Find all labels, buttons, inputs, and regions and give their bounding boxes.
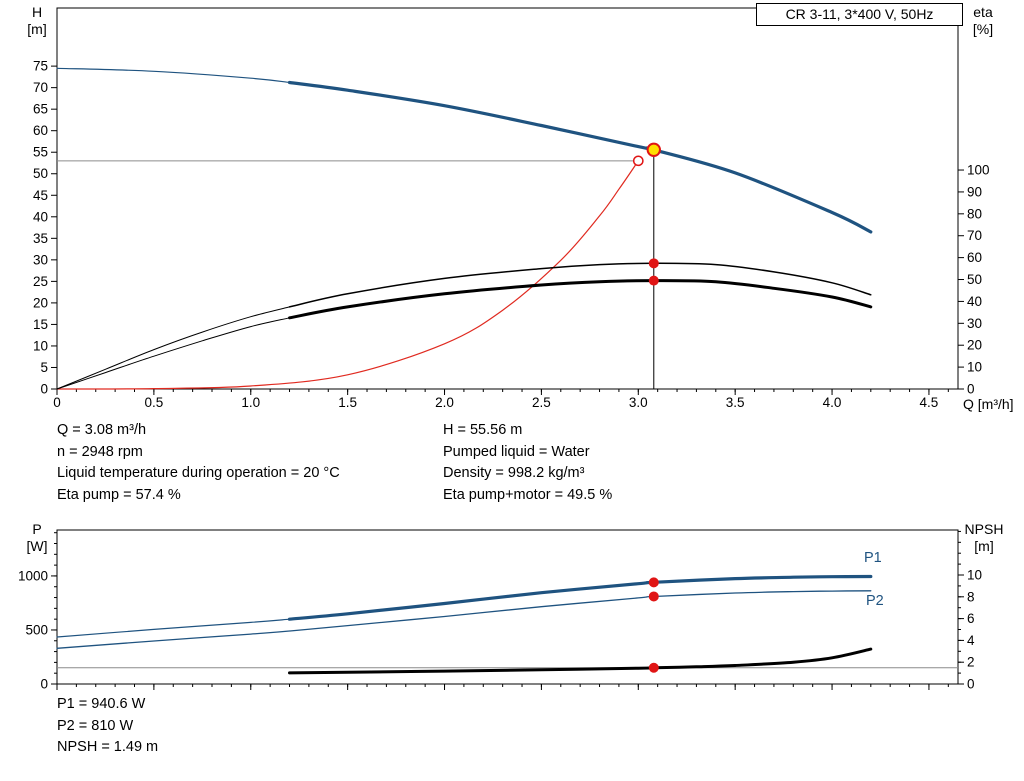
- y-right-tick-label: 0: [967, 677, 975, 692]
- head-curve-thin: [56, 67, 291, 84]
- duty-info-left: Q = 3.08 m³/h n = 2948 rpm Liquid temper…: [57, 420, 340, 506]
- eta-pump-motor-marker: [648, 275, 659, 286]
- y-left-tick-label: 55: [33, 145, 48, 160]
- info-line-speed: n = 2948 rpm: [57, 443, 143, 460]
- eta-pump-curve-thin: [56, 306, 290, 390]
- p2-marker: [648, 591, 659, 602]
- info-line-temperature: Liquid temperature during operation = 20…: [57, 465, 340, 481]
- x-tick-label: 0: [53, 395, 61, 410]
- y-left-tick-label: 50: [33, 166, 48, 181]
- y-right-tick-label: 80: [967, 206, 982, 221]
- p2-curve: [56, 590, 872, 649]
- requested-duty-marker: [632, 155, 644, 167]
- p1-curve-label: P1: [864, 550, 882, 566]
- y-left-tick-label: 20: [33, 295, 48, 310]
- duty-point-marker[interactable]: [646, 142, 661, 158]
- y-right-tick-label: 10: [967, 360, 982, 375]
- y-right-tick-label: 10: [967, 568, 982, 583]
- y-right-tick-label: 50: [967, 272, 982, 287]
- info-line-npsh: NPSH = 1.49 m: [57, 739, 159, 755]
- y-right-tick-label: 70: [967, 228, 982, 243]
- y-left-tick-label: 0: [40, 677, 48, 692]
- info-line-density: Density = 998.2 kg/m³: [443, 465, 585, 481]
- y-left-tick-label: 35: [33, 231, 48, 246]
- h-axis-unit: [m]: [27, 21, 47, 37]
- y-left-tick-label: 25: [33, 274, 48, 289]
- eta-axis-symbol: eta: [973, 4, 993, 20]
- info-line-eta-pump: Eta pump = 57.4 %: [57, 486, 181, 503]
- y-left-tick-label: 45: [33, 188, 48, 203]
- y-left-tick-label: 500: [25, 622, 48, 637]
- eta-pump-motor-curve-thin: [56, 317, 290, 390]
- y-right-tick-label: 2: [967, 655, 975, 670]
- p-axis-unit: [W]: [26, 538, 48, 554]
- h-axis-title: H [m]: [18, 4, 56, 38]
- y-left-tick-label: 60: [33, 123, 48, 138]
- npsh-axis-title: NPSH [m]: [958, 521, 1010, 555]
- p1-marker: [648, 577, 659, 588]
- y-right-tick-label: 20: [967, 338, 982, 353]
- info-line-head: H = 55.56 m: [443, 422, 523, 438]
- q-axis-title: Q [m³/h]: [963, 396, 1014, 412]
- x-tick-label: 3.5: [726, 395, 745, 410]
- x-tick-label: 0.5: [144, 395, 163, 410]
- eta-axis-unit: [%]: [972, 21, 994, 37]
- npsh-marker: [648, 662, 659, 673]
- info-line-p2: P2 = 810 W: [57, 717, 134, 734]
- y-left-tick-label: 10: [33, 338, 48, 353]
- npsh-axis-unit: [m]: [974, 538, 994, 554]
- head-curve: [287, 80, 873, 234]
- y-right-tick-label: 40: [967, 294, 982, 309]
- eta-axis-title: eta [%]: [962, 4, 1004, 38]
- x-tick-label: 2.5: [532, 395, 551, 410]
- y-right-tick-label: 8: [967, 589, 975, 604]
- y-right-tick-label: 100: [967, 163, 990, 178]
- y-left-tick-label: 15: [33, 317, 48, 332]
- p-axis-title: P [W]: [18, 521, 56, 555]
- y-right-tick-label: 60: [967, 250, 982, 265]
- info-line-liquid: Pumped liquid = Water: [443, 443, 590, 460]
- eta-pump-motor-curve: [288, 279, 873, 320]
- qh-eta-chart-frame: [56, 7, 959, 390]
- y-left-tick-label: 70: [33, 80, 48, 95]
- x-tick-label: 2.0: [435, 395, 454, 410]
- y-left-tick-label: 0: [40, 382, 48, 397]
- y-left-tick-label: 30: [33, 252, 48, 267]
- power-info: P1 = 940.6 W P2 = 810 W NPSH = 1.49 m: [57, 694, 158, 759]
- x-tick-label: 4.5: [920, 395, 939, 410]
- eta-pump-marker: [648, 258, 659, 269]
- npsh-axis-symbol: NPSH: [964, 521, 1004, 537]
- info-line-q: Q = 3.08 m³/h: [57, 422, 147, 438]
- power-npsh-chart-frame: [56, 529, 959, 685]
- y-right-tick-label: 0: [967, 382, 975, 397]
- y-left-tick-label: 75: [33, 59, 48, 74]
- p-axis-symbol: P: [32, 521, 42, 537]
- p2-curve-label: P2: [866, 593, 884, 609]
- y-right-tick-label: 6: [967, 611, 975, 626]
- h-axis-symbol: H: [31, 4, 43, 20]
- p1-curve: [287, 574, 873, 621]
- duty-info-right: H = 55.56 m Pumped liquid = Water Densit…: [443, 420, 612, 506]
- y-left-tick-label: 40: [33, 209, 48, 224]
- y-right-tick-label: 30: [967, 316, 982, 331]
- x-tick-label: 4.0: [823, 395, 842, 410]
- y-right-tick-label: 90: [967, 184, 982, 199]
- npsh-curve: [288, 647, 873, 675]
- system-curve: [56, 160, 639, 390]
- y-left-tick-label: 1000: [18, 568, 48, 583]
- info-line-p1: P1 = 940.6 W: [57, 696, 146, 712]
- pump-model-title: CR 3-11, 3*400 V, 50Hz: [756, 3, 963, 26]
- x-tick-label: 1.0: [241, 395, 260, 410]
- x-tick-label: 1.5: [338, 395, 357, 410]
- p1-curve-thin: [56, 618, 291, 638]
- info-line-eta-total: Eta pump+motor = 49.5 %: [443, 486, 613, 503]
- y-left-tick-label: 65: [33, 102, 48, 117]
- eta-pump-curve: [288, 262, 872, 308]
- y-right-tick-label: 4: [967, 633, 975, 648]
- y-left-tick-label: 5: [40, 360, 48, 375]
- x-tick-label: 3.0: [629, 395, 648, 410]
